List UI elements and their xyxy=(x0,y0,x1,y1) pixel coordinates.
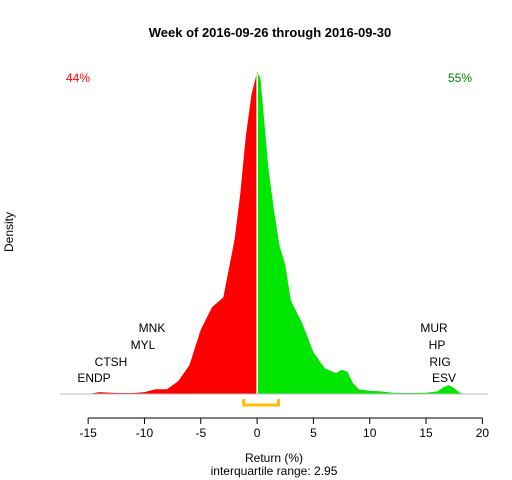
positive-density-area xyxy=(257,72,466,394)
iqr-bracket xyxy=(242,399,281,407)
right-tail-label: MUR xyxy=(420,321,448,335)
x-tick-label: -10 xyxy=(136,426,154,440)
x-tick-label: 5 xyxy=(310,426,317,440)
left-tail-label: CTSH xyxy=(95,355,128,369)
x-tick-label: -5 xyxy=(195,426,206,440)
x-axis-label: Return (%) xyxy=(245,451,303,465)
right-tail-labels: MUR HP RIG ESV xyxy=(420,321,456,385)
x-tick-label: 15 xyxy=(419,426,433,440)
x-tick-label: 20 xyxy=(476,426,490,440)
x-tick-label: -15 xyxy=(79,426,97,440)
left-tail-label: MYL xyxy=(131,338,156,352)
right-tail-label: HP xyxy=(429,338,446,352)
left-tail-label: MNK xyxy=(139,321,166,335)
positive-percent-label: 55% xyxy=(448,71,472,85)
chart-title: Week of 2016-09-26 through 2016-09-30 xyxy=(149,25,392,40)
x-tick-label: 0 xyxy=(254,426,261,440)
left-tail-label: ENDP xyxy=(77,371,110,385)
x-tick-label: 10 xyxy=(363,426,377,440)
x-axis: -15 -10 -5 0 5 10 15 20 xyxy=(79,417,490,440)
y-axis-label: Density xyxy=(2,212,16,252)
right-tail-label: RIG xyxy=(429,355,450,369)
negative-density-area xyxy=(88,72,258,394)
left-tail-labels: MNK MYL CTSH ENDP xyxy=(77,321,165,385)
negative-percent-label: 44% xyxy=(66,71,90,85)
right-tail-label: ESV xyxy=(432,371,456,385)
iqr-label: interquartile range: 2.95 xyxy=(211,464,338,478)
